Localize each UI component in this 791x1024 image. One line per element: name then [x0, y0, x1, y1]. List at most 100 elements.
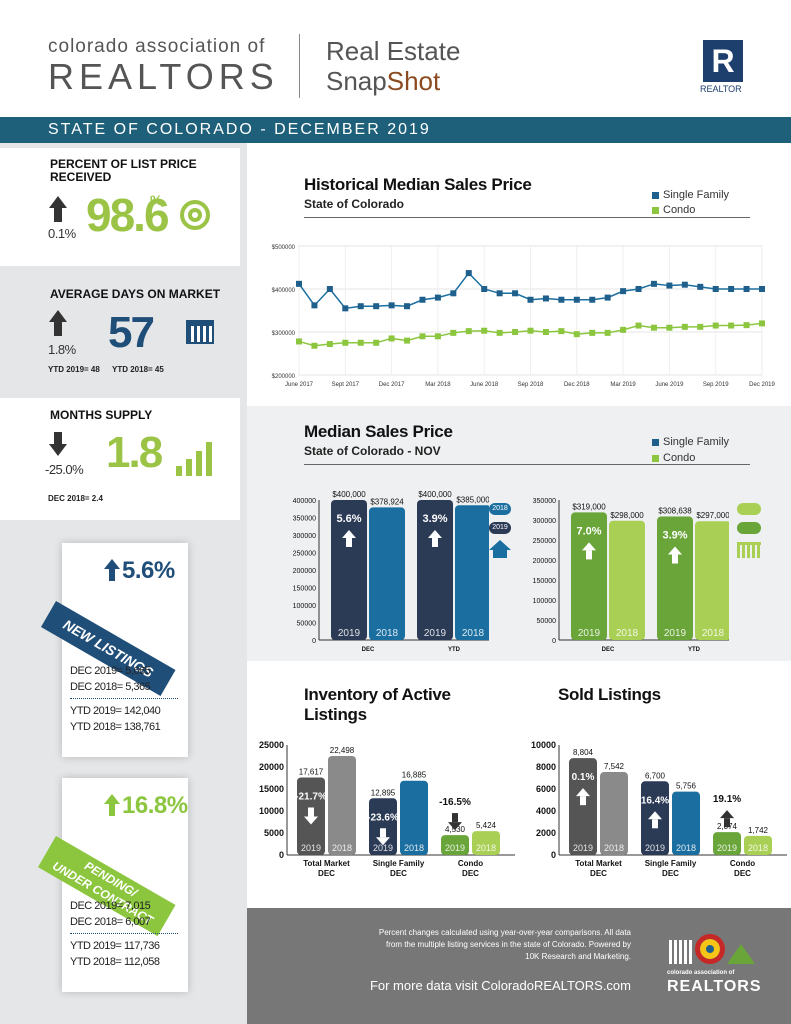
- sold-y-tick-label: 2000: [536, 828, 556, 838]
- kpi-list-price-title: PERCENT OF LIST PRICE RECEIVED: [50, 157, 197, 184]
- sold-up-arrow-icon: [576, 788, 590, 797]
- hist-point-single-family: [681, 281, 688, 288]
- median-condo-change-label: 3.9%: [662, 530, 687, 542]
- sold-bar-2018: [600, 772, 628, 855]
- kpi-list-price-card: PERCENT OF LIST PRICE RECEIVED 0.1% 98.6…: [0, 148, 240, 266]
- hist-point-condo: [373, 339, 380, 346]
- hist-point-condo: [697, 323, 704, 330]
- hist-y-tick-label: $500000: [272, 245, 296, 251]
- inventory-down-arrow-icon: [304, 816, 318, 825]
- bottom-charts-panel: Inventory of Active Listings Sold Listin…: [247, 661, 791, 908]
- sold-data-label: 1,742: [748, 826, 769, 835]
- hist-title: Historical Median Sales Price: [304, 175, 532, 194]
- median-sf-bar-2019: [331, 500, 367, 640]
- hist-point-condo: [434, 333, 441, 340]
- sold-category-label: DEC: [662, 869, 679, 878]
- inventory-bar-year-label: 2019: [373, 843, 393, 853]
- hist-point-single-family: [743, 286, 750, 292]
- hist-point-single-family: [697, 283, 704, 290]
- pending-line-2: YTD 2019= 117,736: [70, 940, 160, 952]
- sold-bar-year-label: 2018: [604, 843, 624, 853]
- up-arrow-icon: [104, 794, 120, 804]
- down-arrow-icon: [49, 444, 67, 456]
- hist-y-tick-label: $400000: [272, 288, 296, 294]
- inventory-bar-2018: [472, 831, 500, 855]
- median-condo-bar-year-label: 2019: [578, 628, 601, 639]
- hist-panel: Historical Median Sales Price State of C…: [247, 143, 791, 401]
- sold-change-label: 19.1%: [713, 794, 741, 805]
- org-name-big: REALTORS: [48, 56, 279, 97]
- hist-point-single-family: [357, 303, 364, 310]
- hist-point-condo: [650, 324, 657, 331]
- hist-point-condo: [342, 339, 349, 346]
- kpi-list-price-change: 0.1%: [48, 226, 76, 241]
- footer-logo-small: colorado association of: [667, 970, 735, 976]
- sold-bar-year-label: 2018: [748, 843, 768, 853]
- report-band: STATE OF COLORADO - DECEMBER 2019: [0, 117, 791, 143]
- median-condo-up-arrow-stem: [672, 554, 678, 564]
- inventory-down-arrow-stem: [308, 807, 314, 817]
- median-title: Median Sales Price: [304, 422, 453, 441]
- down-arrow-stem: [54, 432, 62, 444]
- footer-visit: For more data visit ColoradoREALTORS.com: [369, 978, 631, 993]
- median-condo-data-label: $319,000: [572, 502, 606, 511]
- hist-point-condo: [743, 322, 750, 329]
- pending-divider: [70, 933, 178, 934]
- hist-point-single-family: [342, 305, 349, 312]
- median-condo-y-tick-label: 350000: [533, 498, 556, 505]
- up-arrow-stem: [54, 322, 62, 336]
- calendar-icon: [186, 320, 214, 344]
- hist-point-condo: [311, 342, 318, 349]
- sold-y-tick-label: 0: [551, 850, 556, 860]
- median-condo-bar-year-label: 2019: [664, 628, 687, 639]
- sold-bar-2019: [569, 758, 597, 855]
- hist-point-single-family: [388, 302, 395, 309]
- condo-badge-2019: [737, 522, 761, 534]
- new-listings-line-0: DEC 2019= 5,665: [70, 665, 151, 677]
- new-listings-change: 5.6%: [122, 557, 175, 584]
- median-sf-up-arrow-stem: [346, 538, 352, 547]
- hist-point-single-family: [404, 303, 411, 310]
- hist-point-single-family: [558, 296, 565, 303]
- inventory-category-label: DEC: [318, 869, 335, 878]
- sold-data-label: 5,756: [676, 782, 697, 791]
- hist-point-single-family: [712, 286, 719, 292]
- hist-point-single-family: [635, 286, 642, 292]
- hist-point-single-family: [496, 290, 503, 297]
- median-condo-y-tick-label: 100000: [533, 598, 556, 605]
- median-sf-data-label: $378,924: [370, 497, 404, 506]
- hist-point-condo: [465, 328, 472, 335]
- median-sf-bar-year-label: 2018: [376, 628, 399, 639]
- median-sf-y-tick-label: 0: [312, 638, 316, 645]
- inventory-down-arrow-icon: [448, 822, 462, 831]
- median-sf-bar-2018: [369, 507, 405, 640]
- inventory-data-label: 12,895: [371, 788, 396, 797]
- median-sf-bar-chart: 0 50000 100000 150000 200000 250000 300000 3500…: [293, 490, 489, 653]
- kpi-list-price-unit: %: [150, 192, 163, 208]
- median-condo-bar-year-label: 2018: [702, 628, 725, 639]
- median-condo-bar-year-label: 2018: [616, 628, 639, 639]
- sold-category-label: Condo: [730, 859, 755, 868]
- inventory-title: Inventory of Active Listings: [304, 685, 451, 725]
- median-sf-y-tick-label: 50000: [297, 621, 317, 628]
- pending-card: 16.8% PENDING/ UNDER CONTRACT DEC 2019= …: [38, 778, 188, 992]
- kpi-supply-card: MONTHS SUPPLY -25.0% 1.8 DEC 2018= 2.4: [0, 398, 240, 520]
- inventory-bar-year-label: 2018: [476, 843, 496, 853]
- new-listings-line-3: YTD 2018= 138,761: [70, 721, 161, 733]
- sold-up-arrow-icon: [720, 810, 734, 819]
- colorado-logo-icon: [669, 932, 755, 964]
- sold-category-label: Single Family: [645, 859, 697, 868]
- sold-up-arrow-stem: [652, 819, 658, 829]
- pending-line-3: YTD 2018= 112,058: [70, 956, 160, 968]
- inventory-y-tick-label: 25000: [259, 740, 284, 750]
- hist-point-single-family: [512, 290, 519, 297]
- footer-note-3: 10K Research and Marketing.: [525, 952, 631, 961]
- kpi-days-change: 1.8%: [48, 342, 76, 357]
- hist-point-single-family: [728, 286, 735, 292]
- header-divider: [299, 34, 300, 98]
- inventory-category-label: DEC: [390, 869, 407, 878]
- inventory-title-line2: Listings: [304, 705, 367, 724]
- hist-point-condo: [759, 320, 765, 327]
- condo-building-icon: [737, 542, 761, 558]
- median-condo-up-arrow-stem: [586, 550, 592, 560]
